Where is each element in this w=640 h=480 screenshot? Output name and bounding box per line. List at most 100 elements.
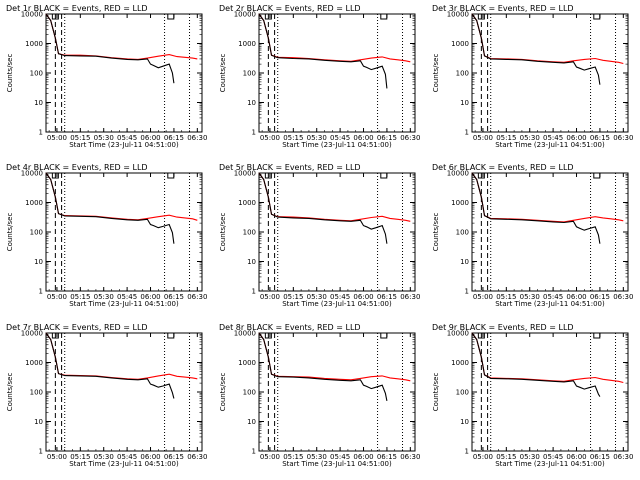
y-tick-label: 10 [247,99,256,107]
x-tick-label: 06:30 [400,134,420,142]
x-tick-label: 05:00 [473,134,493,142]
y-tick-label: 10000 [447,11,469,19]
panel-title: Det 4r BLACK = Events, RED = LLD [6,163,148,172]
plot-frame [45,13,203,133]
x-tick-label: 06:15 [377,453,397,461]
chart-panel-4: Det 4r BLACK = Events, RED = LLD 1 10 100 10… [6,163,207,308]
y-tick-label: 100 [243,70,256,78]
y-axis-label: Counts/sec [219,54,227,93]
y-axis-label: Counts/sec [6,213,14,252]
x-tick-label: 05:45 [117,134,137,142]
events-series-line [471,172,601,244]
chart-panel-7: Det 7r BLACK = Events, RED = LLD 1 10 100 10… [6,323,207,468]
top-bracket-marker [264,173,272,179]
y-axis-label: Counts/sec [432,54,440,93]
panel-title: Det 7r BLACK = Events, RED = LLD [6,323,148,332]
y-tick-label: 10000 [447,170,469,178]
x-tick-label: 06:15 [164,134,184,142]
x-tick-label: 06:15 [590,293,610,301]
top-bracket-marker [380,333,388,339]
y-axis-label: Counts/sec [219,213,227,252]
x-axis-label: Start Time (23-Jul-11 04:51:00) [69,141,179,149]
y-tick-label: 10 [460,418,469,426]
y-tick-label: 1 [465,288,469,296]
chart-panel-6: Det 6r BLACK = Events, RED = LLD 1 10 100 10… [432,163,633,308]
lld-series-line [471,13,624,65]
y-tick-label: 10000 [234,11,256,19]
y-tick-label: 1000 [451,40,469,48]
x-tick-label: 05:00 [260,453,280,461]
y-tick-label: 100 [30,229,43,237]
plot-frame [258,13,416,133]
y-tick-label: 1000 [25,199,43,207]
events-series-line [258,172,388,244]
y-tick-label: 10000 [21,11,43,19]
y-tick-label: 10000 [447,330,469,338]
x-tick-label: 06:30 [187,134,207,142]
x-tick-label: 06:15 [377,134,397,142]
x-tick-label: 05:15 [70,134,90,142]
x-tick-label: 05:00 [473,453,493,461]
y-tick-label: 10 [34,258,43,266]
chart-panel-2: Det 2r BLACK = Events, RED = LLD 1 10 100 10… [219,4,420,149]
y-tick-label: 1 [465,448,469,456]
lld-series-line [258,332,411,382]
panel-title: Det 2r BLACK = Events, RED = LLD [219,4,361,13]
y-tick-label: 10 [460,99,469,107]
x-axis-label: Start Time (23-Jul-11 04:51:00) [495,141,605,149]
x-tick-label: 05:15 [283,453,303,461]
plot-frame [258,172,416,292]
x-tick-label: 05:30 [307,134,327,142]
panel-title: Det 1r BLACK = Events, RED = LLD [6,4,148,13]
x-tick-label: 06:00 [566,293,586,301]
x-tick-label: 05:15 [70,453,90,461]
x-tick-label: 06:30 [613,453,633,461]
x-tick-label: 05:00 [47,134,67,142]
events-series-line [258,13,388,89]
x-tick-label: 06:00 [140,293,160,301]
y-tick-label: 1000 [451,199,469,207]
y-tick-label: 1 [252,129,256,137]
y-tick-label: 1000 [25,359,43,367]
top-bracket-marker [51,173,59,179]
x-tick-label: 05:15 [70,293,90,301]
x-tick-label: 05:15 [283,293,303,301]
x-tick-label: 06:15 [164,453,184,461]
x-tick-label: 05:00 [47,453,67,461]
x-tick-label: 05:45 [543,293,563,301]
events-series-line [45,13,175,84]
x-tick-label: 05:00 [47,293,67,301]
x-tick-label: 06:15 [377,293,397,301]
y-tick-label: 1 [465,129,469,137]
y-tick-label: 100 [243,389,256,397]
x-tick-label: 05:45 [543,453,563,461]
x-tick-label: 05:45 [117,293,137,301]
x-tick-label: 05:00 [260,134,280,142]
chart-panel-9: Det 9r BLACK = Events, RED = LLD 1 10 100 10… [432,323,633,468]
x-axis-label: Start Time (23-Jul-11 04:51:00) [69,460,179,468]
x-tick-label: 05:30 [520,134,540,142]
y-tick-label: 1000 [238,199,256,207]
y-tick-label: 1000 [25,40,43,48]
y-tick-label: 100 [456,70,469,78]
y-tick-label: 100 [456,389,469,397]
x-tick-label: 06:00 [353,453,373,461]
top-bracket-marker [264,333,272,339]
plot-frame [45,332,203,452]
y-tick-label: 1000 [451,359,469,367]
top-bracket-marker [593,173,601,179]
chart-panel-8: Det 8r BLACK = Events, RED = LLD 1 10 100 10… [219,323,420,468]
y-tick-label: 1 [252,288,256,296]
chart-panel-5: Det 5r BLACK = Events, RED = LLD 1 10 100 10… [219,163,420,308]
events-series-line [471,332,601,397]
x-tick-label: 05:15 [496,453,516,461]
lld-series-line [471,172,624,223]
events-series-line [45,332,175,399]
y-tick-label: 100 [30,389,43,397]
y-tick-label: 1 [252,448,256,456]
y-tick-label: 10 [34,99,43,107]
y-tick-label: 10 [247,418,256,426]
x-tick-label: 05:30 [307,453,327,461]
x-tick-label: 06:15 [164,293,184,301]
x-tick-label: 05:45 [330,293,350,301]
